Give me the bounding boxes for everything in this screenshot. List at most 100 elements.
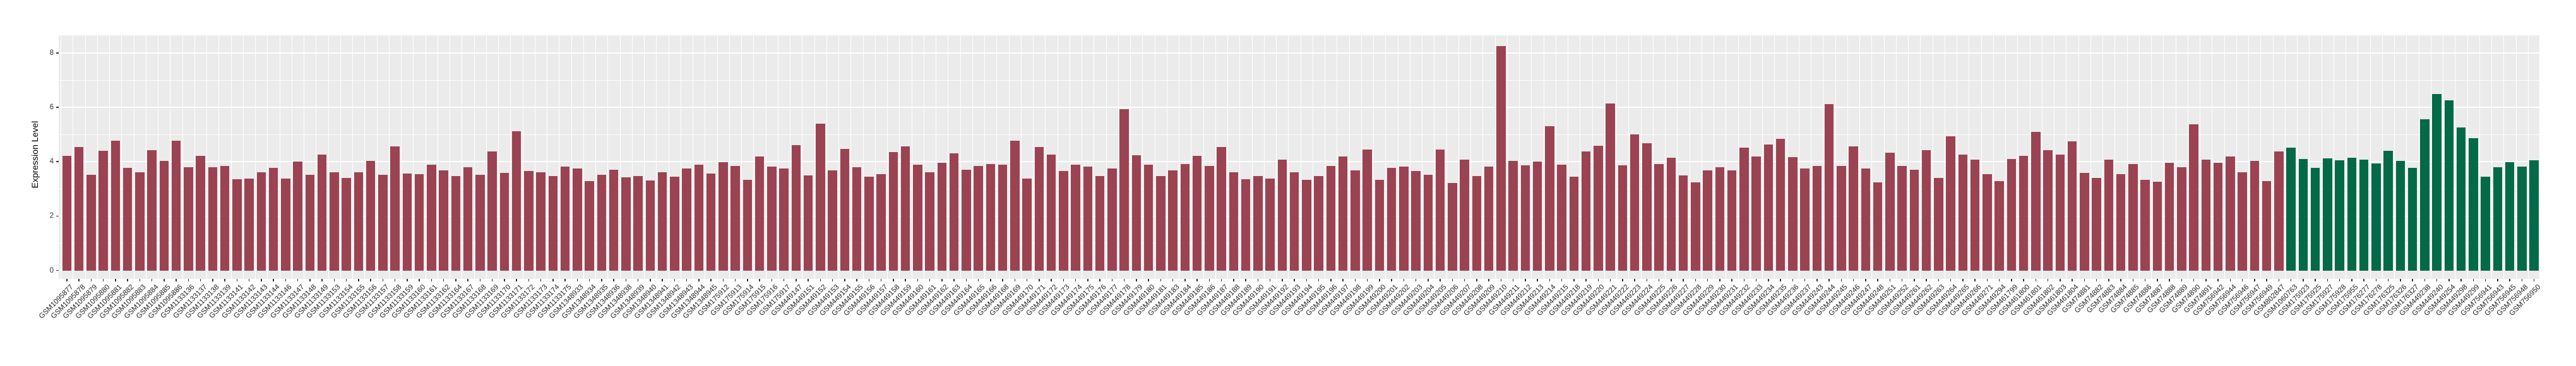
bar-GSM1133161 <box>427 165 436 271</box>
gridline-x <box>1762 35 1763 279</box>
bar-GSM175914 <box>742 179 753 271</box>
bar-GSM449191 <box>1265 178 1275 271</box>
bar-GSM449155 <box>852 167 862 271</box>
x-tick-mark <box>2436 279 2438 281</box>
bar-GSM449231 <box>1727 170 1737 271</box>
x-tick-mark <box>2509 279 2510 281</box>
gridline-x <box>1020 35 1022 279</box>
x-tick-mark <box>1816 279 1818 281</box>
bar-GSM449161 <box>925 172 934 271</box>
bar-GSM449196 <box>1326 165 1336 271</box>
gridline-x <box>2467 35 2468 279</box>
x-tick-mark <box>2011 279 2012 281</box>
bar-GSM756950 <box>2529 160 2539 271</box>
x-tick-mark <box>431 279 432 281</box>
gridline-x <box>1920 35 1921 279</box>
bar-GSM176325 <box>2383 151 2393 271</box>
x-tick-mark <box>1512 279 1514 281</box>
bar-GSM1348941 <box>657 172 667 271</box>
x-tick-mark <box>2096 279 2097 281</box>
x-tick-mark <box>2241 279 2243 281</box>
gridline-x <box>2260 35 2262 279</box>
bar-GSM449222 <box>1618 165 1628 271</box>
gridline-x <box>2114 35 2116 279</box>
gridline-x <box>1908 35 1909 279</box>
x-tick-mark <box>528 279 530 281</box>
bar-GSM449212 <box>1520 165 1530 271</box>
gridline-x <box>1106 35 1107 279</box>
x-tick-mark <box>1840 279 1842 281</box>
gridline-x <box>486 35 487 279</box>
bar-GSM449188 <box>1229 172 1239 271</box>
x-tick-mark <box>953 279 955 281</box>
x-tick-mark <box>2315 279 2316 281</box>
bar-GSM1348934 <box>585 180 594 271</box>
bar-GSM461801 <box>2031 131 2041 271</box>
bar-GSM449177 <box>1107 168 1117 271</box>
bar-GSM1133142 <box>244 178 254 271</box>
gridline-x <box>571 35 572 279</box>
y-tick-label: 2 <box>49 212 54 220</box>
x-tick-mark <box>188 279 189 281</box>
x-tick-mark <box>734 279 736 281</box>
bar-GSM449154 <box>840 148 850 271</box>
bar-GSM1133175 <box>560 167 570 271</box>
bar-GSM756945 <box>2505 162 2515 271</box>
x-tick-mark <box>2205 279 2207 281</box>
gridline-x <box>2491 35 2493 279</box>
x-tick-mark <box>929 279 931 281</box>
bar-GSM449233 <box>1751 156 1761 271</box>
bar-GSM449180 <box>1143 164 1154 271</box>
gridline-x <box>984 35 986 279</box>
bar-GSM74886 <box>2140 179 2150 271</box>
x-tick-mark <box>2181 279 2183 281</box>
bar-GSM449187 <box>1217 146 1226 271</box>
gridline-x <box>1446 35 1447 279</box>
bar-GSM449227 <box>1678 175 1688 271</box>
bar-GSM1060763 <box>2286 147 2296 271</box>
gridline-x <box>1008 35 1010 279</box>
gridline-x <box>1361 35 1362 279</box>
bar-GSM1133136 <box>184 167 193 271</box>
bar-GSM449147 <box>791 145 801 271</box>
gridline-x <box>1506 35 1508 279</box>
bar-GSM1133141 <box>232 179 242 271</box>
bar-GSM449168 <box>998 164 1008 271</box>
bar-GSM449210 <box>1496 46 1506 271</box>
gridline-x <box>2309 35 2310 279</box>
gridline-x <box>717 35 718 279</box>
bar-GSM175927 <box>2323 158 2332 271</box>
x-tick-mark <box>176 279 177 281</box>
x-tick-mark <box>2351 279 2352 281</box>
x-tick-mark <box>1768 279 1769 281</box>
gridline-x <box>2527 35 2529 279</box>
x-tick-mark <box>1415 279 1417 281</box>
x-tick-mark <box>917 279 919 281</box>
x-tick-mark <box>1889 279 1891 281</box>
bar-GSM74883 <box>2104 159 2114 271</box>
bar-GSM449159 <box>900 146 910 271</box>
bar-GSM449215 <box>1557 164 1566 271</box>
bar-GSM1133173 <box>536 172 546 271</box>
bar-GSM1133144 <box>268 168 278 271</box>
x-tick-mark <box>2217 279 2219 281</box>
gridline-x <box>2017 35 2018 279</box>
gridline-x <box>1750 35 1751 279</box>
gridline-x <box>1470 35 1472 279</box>
x-tick-mark <box>2060 279 2061 281</box>
bar-GSM1133159 <box>402 174 412 271</box>
gridline-x <box>413 35 414 279</box>
bar-GSM449201 <box>1386 168 1397 271</box>
x-tick-mark <box>224 279 225 281</box>
x-tick-mark <box>382 279 384 281</box>
bar-GSM449160 <box>913 165 922 271</box>
gridline-x <box>194 35 195 279</box>
bar-GSM1095884 <box>147 150 157 271</box>
x-tick-mark <box>2290 279 2292 281</box>
x-tick-mark <box>309 279 311 281</box>
bar-GSM1133170 <box>499 173 510 271</box>
x-tick-mark <box>2533 279 2535 281</box>
x-tick-mark <box>370 279 371 281</box>
x-tick-mark <box>1914 279 1915 281</box>
x-tick-mark <box>1379 279 1380 281</box>
